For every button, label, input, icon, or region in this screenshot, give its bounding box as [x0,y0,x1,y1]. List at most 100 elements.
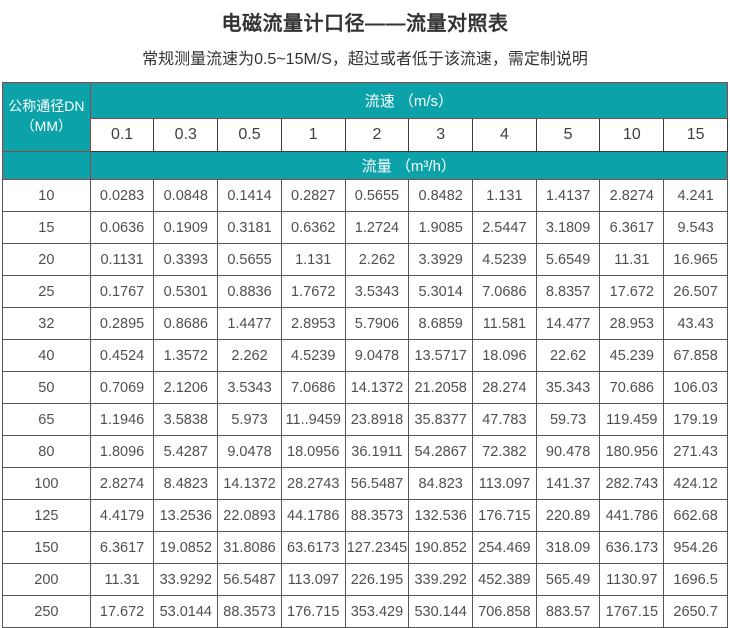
flow-value-cell: 17.672 [599,275,665,308]
velocity-value-cell: 2 [344,118,410,152]
flow-value-cell: 4.5239 [472,243,537,276]
flow-value-cell: 22.0893 [217,499,282,532]
flow-value-cell: 1696.5 [663,563,728,596]
flow-value-cell: 1.3572 [153,339,219,372]
flow-value-cell: 59.73 [535,403,601,436]
flow-value-cell: 883.57 [535,595,601,628]
flow-value-cell: 7.0686 [472,275,537,308]
table-row: 80 1.8096 5.4287 9.0478 18.0956 36.1911 54.286… [2,435,728,468]
velocity-group-header: 流速 （m/s） [89,82,729,119]
flow-value-cell: 84.823 [408,467,474,500]
flow-value-cell: 1.9085 [408,211,474,244]
corner-header: 公称通径DN （MM） [2,82,91,152]
flow-value-cell: 1130.97 [599,563,665,596]
flow-value-cell: 13.5717 [408,339,474,372]
flow-value-cell: 13.2536 [153,499,219,532]
flow-value-cell: 176.715 [472,499,537,532]
dn-value-cell: 150 [2,531,91,564]
flow-value-cell: 452.389 [472,563,537,596]
dn-value-cell: 80 [2,435,91,468]
table-row: 250 17.672 53.0144 88.3573 176.715 353.429 530… [2,595,728,628]
table-row: 20 0.1131 0.3393 0.5655 1.131 2.262 3.3929 4.52… [2,243,728,276]
flow-value-cell: 2.5447 [472,211,537,244]
flow-value-cell: 176.715 [280,595,346,628]
flow-value-cell: 11.31 [599,243,665,276]
flow-value-cell: 43.43 [663,307,728,340]
flow-value-cell: 706.858 [472,595,537,628]
dn-value-cell: 40 [2,339,91,372]
flow-value-cell: 0.1414 [217,179,282,212]
flow-value-cell: 636.173 [599,531,665,564]
flow-value-cell: 9.0478 [344,339,410,372]
flow-value-cell: 0.7069 [89,371,155,404]
flow-value-cell: 318.09 [535,531,601,564]
flow-value-cell: 5.4287 [153,435,219,468]
flow-value-cell: 1.1946 [89,403,155,436]
flow-value-cell: 0.3181 [217,211,282,244]
table-row: 32 0.2895 0.8686 1.4477 2.8953 5.7906 8.6859 11… [2,307,728,340]
flow-group-row: 流量 （m³/h） [2,151,729,180]
flow-value-cell: 44.1786 [280,499,346,532]
flow-value-cell: 0.5301 [153,275,219,308]
flow-value-cell: 88.3573 [344,499,410,532]
flow-value-cell: 90.478 [535,435,601,468]
table-row: 25 0.1767 0.5301 0.8836 1.7672 3.5343 5.3014 7.… [2,275,728,308]
flow-value-cell: 2.262 [217,339,282,372]
flow-value-cell: 530.144 [408,595,474,628]
flow-value-cell: 190.852 [408,531,474,564]
velocity-value-cell: 0.3 [153,118,219,152]
velocity-value-cell: 4 [472,118,537,152]
flow-value-cell: 113.097 [472,467,537,500]
flow-value-cell: 6.3617 [89,531,155,564]
flow-value-cell: 63.6173 [280,531,346,564]
flow-value-cell: 5.3014 [408,275,474,308]
flow-value-cell: 282.743 [599,467,665,500]
flow-value-cell: 56.5487 [344,467,410,500]
flow-value-cell: 9.543 [663,211,728,244]
flow-value-cell: 14.1372 [344,371,410,404]
flow-value-cell: 54.2867 [408,435,474,468]
flow-value-cell: 127.2345 [344,531,410,564]
table-row: 100 2.8274 8.4823 14.1372 28.2743 56.5487 84.8… [2,467,728,500]
flow-value-cell: 35.8377 [408,403,474,436]
flow-value-cell: 47.783 [472,403,537,436]
flow-table: 公称通径DN （MM） 流速 （m/s） 0.1 0.3 0.5 1 2 3 4 5 10 15 … [2,82,729,628]
flow-value-cell: 0.4524 [89,339,155,372]
velocity-value-cell: 1 [280,118,346,152]
flow-value-cell: 3.5343 [344,275,410,308]
flow-value-cell: 3.3929 [408,243,474,276]
flow-value-cell: 0.1909 [153,211,219,244]
flow-value-cell: 21.2058 [408,371,474,404]
flow-value-cell: 339.292 [408,563,474,596]
flow-value-cell: 220.89 [535,499,601,532]
flow-value-cell: 5.7906 [344,307,410,340]
flow-value-cell: 2.1206 [153,371,219,404]
flow-value-cell: 5.973 [217,403,282,436]
velocity-value-cell: 15 [663,118,728,152]
flow-value-cell: 3.5838 [153,403,219,436]
flow-value-cell: 0.5655 [344,179,410,212]
dn-value-cell: 250 [2,595,91,628]
flow-value-cell: 36.1911 [344,435,410,468]
dn-value-cell: 100 [2,467,91,500]
flow-value-cell: 2650.7 [663,595,728,628]
dn-value-cell: 125 [2,499,91,532]
flow-value-cell: 2.8274 [599,179,665,212]
flow-value-cell: 33.9292 [153,563,219,596]
flow-value-cell: 11..9459 [280,403,346,436]
flow-value-cell: 180.956 [599,435,665,468]
flow-value-cell: 11.581 [472,307,537,340]
table-row: 150 6.3617 19.0852 31.8086 63.6173 127.2345 19… [2,531,728,564]
flow-value-cell: 5.6549 [535,243,601,276]
flow-value-cell: 14.477 [535,307,601,340]
table-row: 10 0.0283 0.0848 0.1414 0.2827 0.5655 0.8482 1.… [2,179,728,212]
flow-value-cell: 4.4179 [89,499,155,532]
corner-header-line1: 公称通径DN [8,98,85,115]
dn-value-cell: 20 [2,243,91,276]
flow-group-header: 流量 （m³/h） [89,151,729,180]
flow-value-cell: 2.8274 [89,467,155,500]
table-row: 50 0.7069 2.1206 3.5343 7.0686 14.1372 21.2058… [2,371,728,404]
flow-value-cell: 28.2743 [280,467,346,500]
flow-value-cell: 113.097 [280,563,346,596]
flow-value-cell: 119.459 [599,403,665,436]
